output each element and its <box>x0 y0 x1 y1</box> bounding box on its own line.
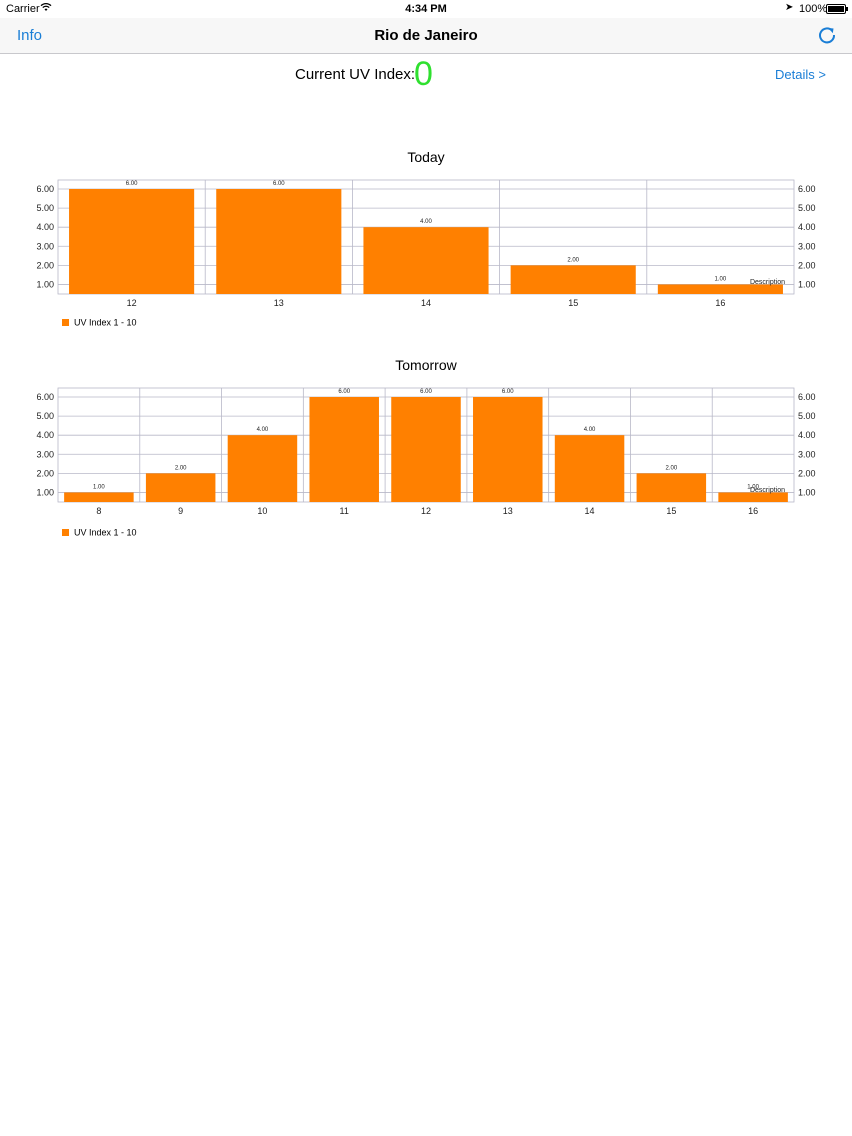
y-tick-label-left: 3.00 <box>36 449 54 459</box>
x-tick-label: 8 <box>96 506 101 516</box>
bar-value-label: 4.00 <box>420 219 432 225</box>
bar-value-label: 6.00 <box>273 181 285 187</box>
navigation-bar: Info Rio de Janeiro <box>0 18 852 54</box>
location-arrow-icon: ➤ <box>785 2 794 13</box>
x-tick-label: 13 <box>503 506 513 516</box>
bar <box>64 492 134 502</box>
y-tick-label-right: 1.00 <box>798 279 816 289</box>
bar <box>657 284 783 294</box>
legend-swatch <box>62 319 69 327</box>
bar <box>718 492 788 502</box>
info-button[interactable]: Info <box>17 27 43 44</box>
battery-icon <box>826 4 848 14</box>
x-tick-label: 16 <box>715 298 725 308</box>
x-tick-label: 12 <box>127 298 137 308</box>
chart-description: Description <box>750 487 785 494</box>
bar-value-label: 1.00 <box>747 484 759 490</box>
page-title: Rio de Janeiro <box>374 27 478 44</box>
chart-description: Description <box>750 279 785 286</box>
bar-value-label: 6.00 <box>126 181 138 187</box>
x-tick-label: 14 <box>421 298 431 308</box>
today-legend: UV Index 1 - 10 <box>62 317 137 328</box>
y-tick-label-left: 5.00 <box>36 203 54 213</box>
bar <box>554 435 625 502</box>
bar-value-label: 4.00 <box>584 427 596 433</box>
y-tick-label-left: 4.00 <box>36 430 54 440</box>
bar <box>473 397 543 502</box>
x-tick-label: 12 <box>421 506 431 516</box>
carrier-label: Carrier <box>6 3 40 15</box>
y-tick-label-left: 2.00 <box>36 468 54 478</box>
x-tick-label: 11 <box>340 506 349 516</box>
refresh-icon[interactable] <box>816 24 838 46</box>
y-tick-label-right: 4.00 <box>798 430 816 440</box>
bar <box>510 265 636 294</box>
y-tick-label-right: 6.00 <box>798 392 816 402</box>
y-tick-label-left: 6.00 <box>36 184 54 194</box>
y-tick-label-right: 3.00 <box>798 449 816 459</box>
tomorrow-chart-title: Tomorrow <box>395 357 457 373</box>
y-tick-label-left: 6.00 <box>36 392 54 402</box>
tomorrow-legend: UV Index 1 - 10 <box>62 527 137 538</box>
legend-swatch <box>62 529 69 537</box>
y-tick-label-right: 5.00 <box>798 203 816 213</box>
wifi-icon <box>40 2 52 15</box>
clock: 4:34 PM <box>405 3 447 15</box>
details-link[interactable]: Details > <box>775 67 826 82</box>
bar-value-label: 2.00 <box>175 465 187 471</box>
bar <box>69 189 195 294</box>
y-tick-label-right: 2.00 <box>798 468 816 478</box>
bar <box>391 397 461 502</box>
today-chart-title: Today <box>407 149 445 165</box>
y-tick-label-right: 1.00 <box>798 487 816 497</box>
bar <box>227 435 298 502</box>
bar-value-label: 1.00 <box>93 484 105 490</box>
x-tick-label: 14 <box>585 506 595 516</box>
battery-percent: 100% <box>799 3 828 15</box>
legend-label: UV Index 1 - 10 <box>74 527 137 538</box>
bar-value-label: 4.00 <box>257 427 269 433</box>
y-tick-label-right: 2.00 <box>798 260 816 270</box>
y-tick-label-left: 1.00 <box>36 279 54 289</box>
legend-label: UV Index 1 - 10 <box>74 317 137 328</box>
current-uv-label: Current UV Index: <box>295 66 416 83</box>
bar <box>216 189 342 294</box>
y-tick-label-left: 2.00 <box>36 260 54 270</box>
current-uv-row: Current UV Index: 0 Details > <box>0 55 852 95</box>
y-tick-label-left: 4.00 <box>36 222 54 232</box>
bar <box>309 397 379 502</box>
y-tick-label-right: 6.00 <box>798 184 816 194</box>
y-tick-label-left: 5.00 <box>36 411 54 421</box>
current-uv-value: 0 <box>414 55 433 93</box>
bar-value-label: 6.00 <box>338 389 350 395</box>
bar-value-label: 2.00 <box>567 257 579 263</box>
x-tick-label: 15 <box>666 506 676 516</box>
x-tick-label: 9 <box>178 506 183 516</box>
y-tick-label-left: 1.00 <box>36 487 54 497</box>
tomorrow-chart: 1.00 1.00 2.00 2.00 3.00 3.00 4.00 4.00 5.00 5.00… <box>36 387 816 516</box>
bar-value-label: 6.00 <box>420 389 432 395</box>
x-tick-label: 16 <box>748 506 758 516</box>
bar-value-label: 6.00 <box>502 389 514 395</box>
bar <box>363 227 489 294</box>
bar-value-label: 2.00 <box>665 465 677 471</box>
y-tick-label-left: 3.00 <box>36 241 54 251</box>
bar-value-label: 1.00 <box>715 276 727 282</box>
status-bar: Carrier 4:34 PM ➤ 100% <box>0 0 852 18</box>
x-tick-label: 15 <box>568 298 578 308</box>
y-tick-label-right: 5.00 <box>798 411 816 421</box>
bar <box>636 473 707 502</box>
x-tick-label: 10 <box>257 506 267 516</box>
x-tick-label: 13 <box>274 298 284 308</box>
y-tick-label-right: 4.00 <box>798 222 816 232</box>
bar <box>145 473 216 502</box>
y-tick-label-right: 3.00 <box>798 241 816 251</box>
today-chart: 1.00 1.00 2.00 2.00 3.00 3.00 4.00 4.00 5.00 5.00… <box>36 179 816 308</box>
